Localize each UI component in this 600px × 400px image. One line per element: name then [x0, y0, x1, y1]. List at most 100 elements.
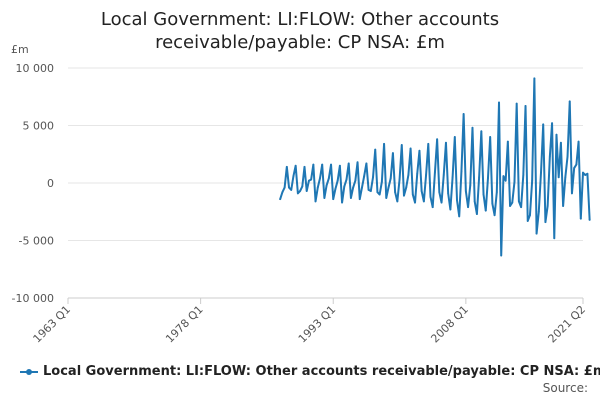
- data-point[interactable]: [305, 190, 308, 192]
- data-point[interactable]: [440, 201, 443, 204]
- data-point[interactable]: [493, 214, 496, 217]
- data-point[interactable]: [334, 187, 337, 190]
- data-point[interactable]: [500, 254, 503, 257]
- data-point[interactable]: [350, 197, 352, 199]
- data-point[interactable]: [495, 191, 498, 194]
- data-point[interactable]: [480, 130, 483, 133]
- data-point[interactable]: [484, 209, 487, 212]
- data-point[interactable]: [579, 217, 582, 220]
- data-point[interactable]: [571, 192, 573, 195]
- data-point[interactable]: [365, 162, 368, 165]
- data-point[interactable]: [420, 190, 423, 192]
- data-point[interactable]: [314, 200, 317, 203]
- data-point[interactable]: [363, 175, 366, 178]
- data-point[interactable]: [352, 186, 355, 189]
- data-point[interactable]: [422, 200, 425, 203]
- data-point[interactable]: [540, 171, 542, 174]
- data-point[interactable]: [531, 179, 534, 182]
- data-point[interactable]: [478, 176, 481, 179]
- data-point[interactable]: [449, 208, 452, 211]
- data-point[interactable]: [383, 143, 385, 145]
- data-point[interactable]: [378, 193, 381, 196]
- data-point[interactable]: [566, 155, 569, 158]
- data-point[interactable]: [577, 140, 580, 143]
- data-point[interactable]: [380, 180, 383, 183]
- data-point[interactable]: [338, 164, 341, 167]
- data-point[interactable]: [367, 189, 370, 191]
- data-point[interactable]: [511, 201, 514, 204]
- data-point[interactable]: [279, 198, 282, 201]
- data-point[interactable]: [518, 200, 520, 203]
- data-point[interactable]: [460, 170, 463, 173]
- data-point[interactable]: [542, 123, 545, 126]
- data-point[interactable]: [491, 202, 494, 205]
- data-point[interactable]: [394, 191, 397, 194]
- data-point[interactable]: [469, 184, 472, 187]
- data-point[interactable]: [526, 220, 529, 222]
- data-point[interactable]: [323, 197, 326, 199]
- data-point[interactable]: [568, 100, 571, 103]
- data-point[interactable]: [354, 179, 357, 182]
- data-point[interactable]: [325, 184, 328, 187]
- data-point[interactable]: [427, 143, 430, 145]
- data-point[interactable]: [299, 190, 301, 192]
- data-point[interactable]: [400, 144, 403, 146]
- data-point[interactable]: [372, 176, 374, 179]
- data-point[interactable]: [294, 164, 297, 167]
- data-point[interactable]: [403, 194, 405, 197]
- data-point[interactable]: [555, 133, 558, 136]
- data-point[interactable]: [509, 205, 511, 207]
- data-point[interactable]: [458, 215, 461, 218]
- data-point[interactable]: [445, 141, 447, 144]
- data-point[interactable]: [345, 178, 348, 181]
- data-point[interactable]: [586, 172, 589, 175]
- data-point[interactable]: [522, 174, 525, 176]
- data-point[interactable]: [301, 185, 304, 188]
- data-point[interactable]: [285, 166, 288, 168]
- data-point[interactable]: [537, 210, 540, 213]
- data-point[interactable]: [442, 174, 445, 176]
- data-point[interactable]: [451, 176, 454, 179]
- data-point[interactable]: [409, 147, 412, 150]
- data-point[interactable]: [290, 189, 293, 191]
- data-point[interactable]: [310, 178, 313, 181]
- data-point[interactable]: [453, 136, 456, 138]
- data-point[interactable]: [281, 191, 284, 194]
- data-point[interactable]: [411, 193, 414, 196]
- data-point[interactable]: [343, 185, 346, 188]
- data-point[interactable]: [336, 179, 339, 182]
- data-point[interactable]: [283, 186, 286, 189]
- data-point[interactable]: [553, 237, 556, 240]
- data-point[interactable]: [529, 214, 531, 217]
- data-point[interactable]: [316, 186, 319, 189]
- data-point[interactable]: [296, 192, 299, 195]
- data-point[interactable]: [515, 102, 518, 105]
- data-point[interactable]: [392, 152, 394, 155]
- data-point[interactable]: [533, 77, 536, 80]
- data-point[interactable]: [303, 166, 306, 168]
- data-point[interactable]: [376, 191, 379, 194]
- data-point[interactable]: [312, 163, 315, 166]
- data-point[interactable]: [504, 179, 507, 182]
- data-point[interactable]: [498, 101, 500, 104]
- data-point[interactable]: [429, 195, 432, 198]
- data-point[interactable]: [358, 198, 361, 201]
- data-point[interactable]: [562, 205, 565, 207]
- legend[interactable]: Local Government: LI:FLOW: Other account…: [20, 364, 600, 379]
- data-point[interactable]: [374, 148, 377, 151]
- data-point[interactable]: [573, 167, 576, 169]
- data-point[interactable]: [447, 192, 450, 195]
- data-point[interactable]: [535, 232, 538, 235]
- data-point[interactable]: [385, 197, 388, 199]
- data-point[interactable]: [471, 126, 474, 129]
- data-point[interactable]: [332, 198, 335, 201]
- data-point[interactable]: [506, 140, 509, 143]
- data-point[interactable]: [436, 138, 439, 141]
- data-point[interactable]: [292, 175, 295, 178]
- data-point[interactable]: [584, 174, 587, 176]
- data-point[interactable]: [489, 136, 492, 138]
- data-point[interactable]: [456, 199, 458, 202]
- data-point[interactable]: [425, 174, 427, 176]
- data-point[interactable]: [407, 174, 410, 176]
- data-point[interactable]: [557, 176, 560, 179]
